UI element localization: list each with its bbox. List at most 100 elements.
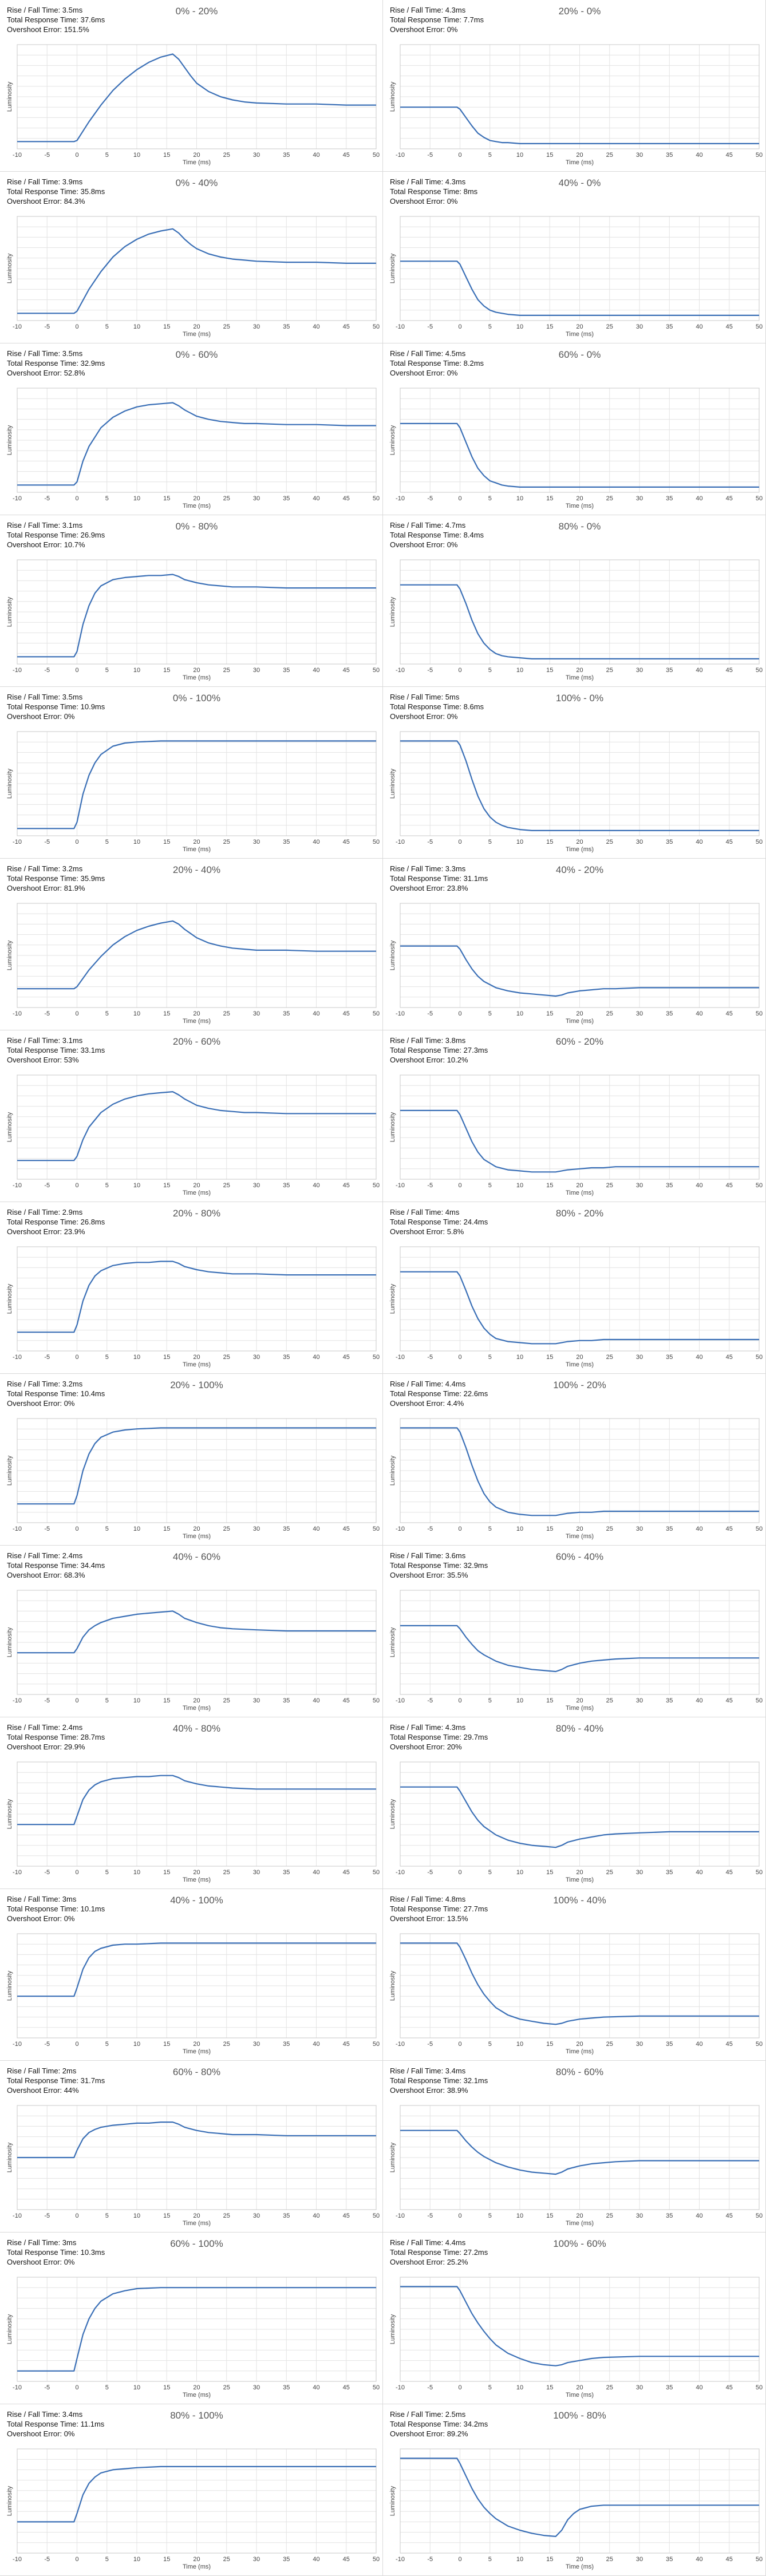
x-tick-label: 20 (576, 2556, 583, 2563)
x-tick-label: 20 (576, 839, 583, 846)
x-tick-label: 25 (223, 1010, 230, 1017)
chart-panel: -10 -5 0 5 10 15 20 25 30 35 40 45 50 Time (ms) Lumino… (0, 859, 383, 1030)
x-tick-label: 20 (193, 667, 200, 674)
x-tick-label: 0 (75, 2212, 78, 2219)
chart-title: 20% - 40% (172, 864, 221, 875)
x-tick-label: 20 (576, 1869, 583, 1876)
x-tick-label: 30 (253, 323, 260, 330)
overshoot-error-text: Overshoot Error: 0% (7, 2258, 75, 2266)
chart-panel: -10 -5 0 5 10 15 20 25 30 35 40 45 50 Time (ms) Lumino… (383, 343, 766, 515)
x-tick-label: 15 (546, 152, 553, 159)
rise-fall-time-text: Rise / Fall Time: 4.3ms (390, 1723, 466, 1732)
x-tick-label: 20 (193, 1182, 200, 1189)
x-tick-label: 35 (666, 1182, 673, 1189)
overshoot-error-text: Overshoot Error: 0% (390, 712, 458, 721)
x-tick-label: 50 (756, 1526, 763, 1532)
x-tick-label: 0 (75, 2384, 78, 2391)
x-tick-label: 25 (606, 2384, 613, 2391)
x-axis-label: Time (ms) (566, 1705, 594, 1712)
x-tick-label: 50 (373, 2212, 380, 2219)
x-tick-label: 0 (75, 1526, 78, 1532)
x-tick-label: 0 (458, 2556, 461, 2563)
rise-fall-time-text: Rise / Fall Time: 4.5ms (390, 349, 466, 358)
total-response-time-text: Total Response Time: 31.7ms (7, 2076, 105, 2085)
overshoot-error-text: Overshoot Error: 0% (7, 1399, 75, 1408)
x-tick-label: -5 (427, 1869, 433, 1876)
x-tick-label: 50 (756, 1182, 763, 1189)
chart-svg: -10 -5 0 5 10 15 20 25 30 35 40 45 50 Time (ms) Lumino… (6, 1933, 380, 2055)
total-response-time-text: Total Response Time: 7.7ms (390, 15, 484, 24)
y-axis-label: Luminosity (389, 2314, 396, 2344)
x-tick-label: 35 (666, 495, 673, 502)
x-tick-label: -10 (13, 839, 22, 846)
x-axis-label: Time (ms) (183, 1018, 211, 1025)
x-axis-label: Time (ms) (183, 503, 211, 509)
total-response-time-text: Total Response Time: 35.9ms (7, 874, 105, 883)
rise-fall-time-text: Rise / Fall Time: 4.4ms (390, 2238, 466, 2247)
x-tick-label: 0 (75, 323, 78, 330)
x-tick-label: 5 (488, 1010, 492, 1017)
plot-frame (17, 731, 377, 836)
x-tick-label: 10 (516, 2041, 523, 2048)
x-tick-label: 5 (488, 323, 492, 330)
x-tick-label: 15 (163, 1526, 170, 1532)
plot-frame (400, 1933, 760, 2038)
x-tick-label: 0 (458, 2041, 461, 2048)
luminosity-series-line (400, 1942, 759, 2025)
chart-svg: -10 -5 0 5 10 15 20 25 30 35 40 45 50 Time (ms) Lumino… (6, 44, 380, 166)
x-tick-label: 45 (343, 152, 350, 159)
total-response-time-text: Total Response Time: 11.1ms (7, 2420, 105, 2428)
x-axis-label: Time (ms) (566, 1533, 594, 1540)
x-tick-label: 30 (253, 1354, 260, 1361)
x-tick-label: 45 (343, 1354, 350, 1361)
x-axis-label: Time (ms) (183, 159, 211, 166)
x-tick-label: 35 (666, 1869, 673, 1876)
x-tick-label: 50 (373, 1354, 380, 1361)
x-tick-label: 30 (636, 1697, 643, 1704)
luminosity-series-line (400, 945, 759, 997)
x-tick-label: 5 (105, 1182, 109, 1189)
x-tick-label: 45 (343, 1697, 350, 1704)
chart-svg: -10 -5 0 5 10 15 20 25 30 35 40 45 50 Time (ms) Lumino… (6, 388, 380, 509)
x-tick-label: 45 (726, 1010, 733, 1017)
x-tick-label: 15 (163, 323, 170, 330)
plot-frame (400, 903, 760, 1008)
x-tick-label: 20 (193, 2041, 200, 2048)
rise-fall-time-text: Rise / Fall Time: 3.2ms (7, 864, 83, 873)
chart-svg: -10 -5 0 5 10 15 20 25 30 35 40 45 50 Time (ms) Lumino… (389, 44, 763, 166)
chart-title: 20% - 60% (172, 1036, 221, 1047)
x-tick-label: 35 (283, 839, 290, 846)
x-tick-label: 20 (576, 495, 583, 502)
x-tick-label: 40 (313, 1697, 319, 1704)
plot-frame (400, 1590, 760, 1695)
x-tick-label: 30 (253, 2212, 260, 2219)
x-tick-label: 10 (516, 667, 523, 674)
luminosity-series-line (400, 2458, 759, 2537)
x-tick-label: 5 (488, 1697, 492, 1704)
x-tick-label: 40 (313, 1010, 319, 1017)
y-axis-label: Luminosity (389, 1627, 396, 1657)
chart-svg: -10 -5 0 5 10 15 20 25 30 35 40 45 50 Time (ms) Lumino… (389, 559, 763, 681)
luminosity-series-line (17, 2287, 376, 2372)
overshoot-error-text: Overshoot Error: 20% (390, 1743, 462, 1751)
plot-frame (400, 1246, 760, 1352)
x-tick-label: 15 (163, 2041, 170, 2048)
x-tick-label: 0 (458, 839, 461, 846)
plot-frame (17, 1418, 377, 1523)
plot-frame (400, 2448, 760, 2554)
x-tick-label: 35 (666, 2384, 673, 2391)
x-tick-label: 15 (546, 2041, 553, 2048)
x-tick-label: 40 (313, 152, 319, 159)
chart-svg: -10 -5 0 5 10 15 20 25 30 35 40 45 50 Time (ms) Lumino… (6, 2448, 380, 2570)
x-tick-label: 0 (75, 1697, 78, 1704)
x-tick-label: 20 (193, 1010, 200, 1017)
x-tick-label: 50 (756, 2384, 763, 2391)
total-response-time-text: Total Response Time: 26.9ms (7, 531, 105, 539)
luminosity-series-line (400, 260, 759, 316)
y-axis-label: Luminosity (389, 1799, 396, 1829)
x-tick-label: 20 (193, 839, 200, 846)
x-tick-label: -5 (427, 1354, 433, 1361)
x-tick-label: 15 (546, 1869, 553, 1876)
x-tick-label: 50 (756, 1869, 763, 1876)
x-tick-label: 10 (133, 1526, 140, 1532)
